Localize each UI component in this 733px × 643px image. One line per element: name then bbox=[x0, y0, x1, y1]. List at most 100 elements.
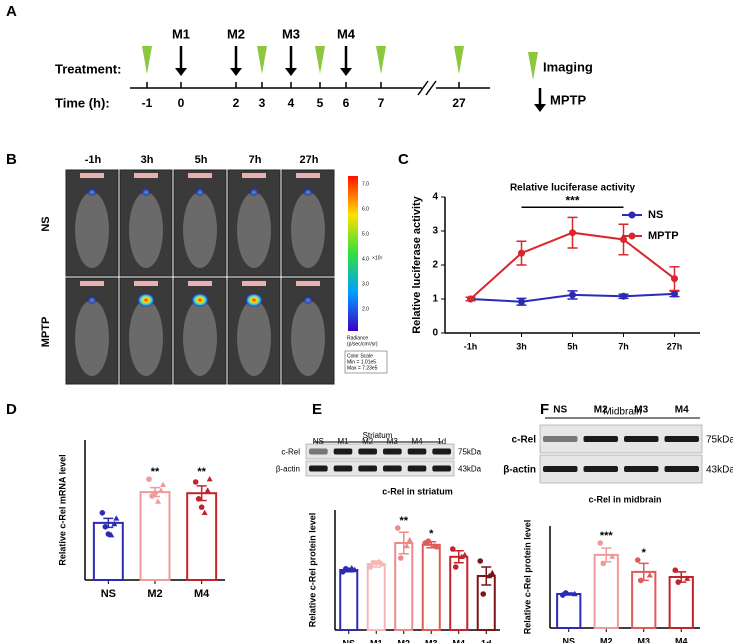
data-point bbox=[397, 555, 404, 561]
band bbox=[664, 436, 699, 442]
blot-row-label: β-actin bbox=[276, 465, 300, 474]
imaging-marker bbox=[142, 46, 152, 74]
x-tick-label: -1h bbox=[464, 341, 478, 351]
data-point bbox=[348, 565, 355, 571]
band bbox=[383, 465, 402, 472]
data-point bbox=[684, 575, 691, 581]
image-tag bbox=[296, 173, 320, 178]
error-bar bbox=[481, 566, 492, 586]
x-tick-label: M3 bbox=[637, 636, 650, 643]
x-tick-label: M4 bbox=[675, 636, 688, 643]
mptp-arrowhead bbox=[285, 68, 297, 76]
bar bbox=[593, 553, 619, 630]
data-point bbox=[351, 566, 358, 573]
band bbox=[383, 448, 402, 455]
image-tag bbox=[242, 173, 266, 178]
color-scale-box bbox=[344, 350, 388, 374]
timepoint-label: 7h bbox=[249, 154, 262, 166]
point bbox=[671, 275, 678, 283]
band bbox=[309, 448, 328, 455]
x-tick-label: NS bbox=[562, 636, 575, 643]
y-axis-label: Relative c-Rel protein level bbox=[522, 520, 532, 635]
legend-label: NS bbox=[648, 209, 663, 221]
time-tick-label: 6 bbox=[343, 96, 350, 110]
blot-region: Midbrain bbox=[603, 407, 641, 418]
significance: *** bbox=[600, 530, 614, 542]
panel-label: D bbox=[6, 401, 17, 418]
image-tag bbox=[80, 173, 104, 178]
data-point bbox=[160, 481, 166, 487]
colorbar-title: Radiance bbox=[347, 335, 368, 341]
signal bbox=[191, 293, 209, 307]
data-point bbox=[609, 553, 616, 559]
data-point bbox=[403, 542, 410, 549]
blot-strip bbox=[305, 460, 455, 477]
time-tick-label: 27 bbox=[452, 96, 466, 110]
chart-title: Relative luciferase activity bbox=[510, 183, 636, 194]
row-label: MPTP bbox=[40, 317, 52, 348]
error-bar bbox=[453, 550, 464, 564]
mptp-arrowhead bbox=[340, 68, 352, 76]
image-tag bbox=[134, 173, 158, 178]
legend-label: MPTP bbox=[648, 230, 679, 242]
bar bbox=[421, 543, 441, 631]
y-tick-label: 2 bbox=[432, 260, 438, 271]
lane-label: NS bbox=[553, 405, 567, 416]
data-point bbox=[489, 569, 496, 576]
band bbox=[358, 448, 377, 455]
mouse-body bbox=[75, 300, 109, 376]
band bbox=[358, 465, 377, 472]
panel-label: E bbox=[312, 401, 322, 418]
imaging-marker bbox=[257, 46, 267, 74]
time-label: Time (h): bbox=[55, 95, 110, 110]
data-point bbox=[406, 536, 413, 543]
x-tick-label: M2 bbox=[600, 636, 613, 643]
point bbox=[518, 249, 525, 257]
color-scale-text: Min = 1.01e5 bbox=[347, 359, 376, 365]
data-point bbox=[342, 566, 349, 572]
data-point bbox=[158, 487, 164, 493]
band bbox=[432, 465, 451, 472]
time-tick-label: -1 bbox=[142, 96, 153, 110]
data-point bbox=[431, 542, 438, 549]
data-point bbox=[480, 591, 487, 597]
x-tick-label: M2 bbox=[397, 638, 410, 643]
band bbox=[624, 436, 659, 442]
significance: ** bbox=[197, 466, 206, 478]
band bbox=[583, 466, 618, 472]
y-axis-label: Relative c-Rel protein level bbox=[307, 513, 317, 628]
colorbar-tick: 2.0 bbox=[362, 306, 369, 312]
x-tick-label: M4 bbox=[194, 588, 210, 600]
point bbox=[569, 291, 576, 299]
band bbox=[583, 436, 618, 442]
data-point bbox=[458, 553, 465, 559]
x-tick-label: M2 bbox=[147, 588, 162, 600]
colorbar-unit: ×10⁵ bbox=[372, 255, 383, 261]
lane-label: M2 bbox=[362, 437, 374, 446]
bar bbox=[668, 576, 694, 629]
point bbox=[467, 295, 474, 303]
significance: * bbox=[429, 528, 434, 540]
bar bbox=[139, 491, 171, 581]
timepoint-label: 3h bbox=[141, 154, 154, 166]
blot-size: 43kDa bbox=[458, 465, 482, 474]
bar bbox=[449, 555, 469, 631]
image-tag bbox=[296, 281, 320, 286]
bar bbox=[394, 542, 414, 631]
data-point bbox=[394, 525, 401, 531]
imaging-marker bbox=[528, 52, 538, 80]
mouse-body bbox=[291, 192, 325, 268]
image-tag bbox=[134, 281, 158, 286]
data-point bbox=[600, 560, 607, 567]
colorbar-tick: 6.0 bbox=[362, 206, 369, 212]
band bbox=[664, 466, 699, 472]
band bbox=[543, 436, 578, 442]
blot-row-label: c-Rel bbox=[281, 448, 300, 457]
data-point bbox=[111, 520, 118, 527]
data-point bbox=[425, 538, 432, 544]
data-point bbox=[146, 476, 152, 483]
blot-row-label: c-Rel bbox=[512, 435, 537, 446]
time-tick-label: 4 bbox=[288, 96, 295, 110]
row-label: NS bbox=[40, 216, 52, 231]
data-point bbox=[634, 557, 641, 563]
